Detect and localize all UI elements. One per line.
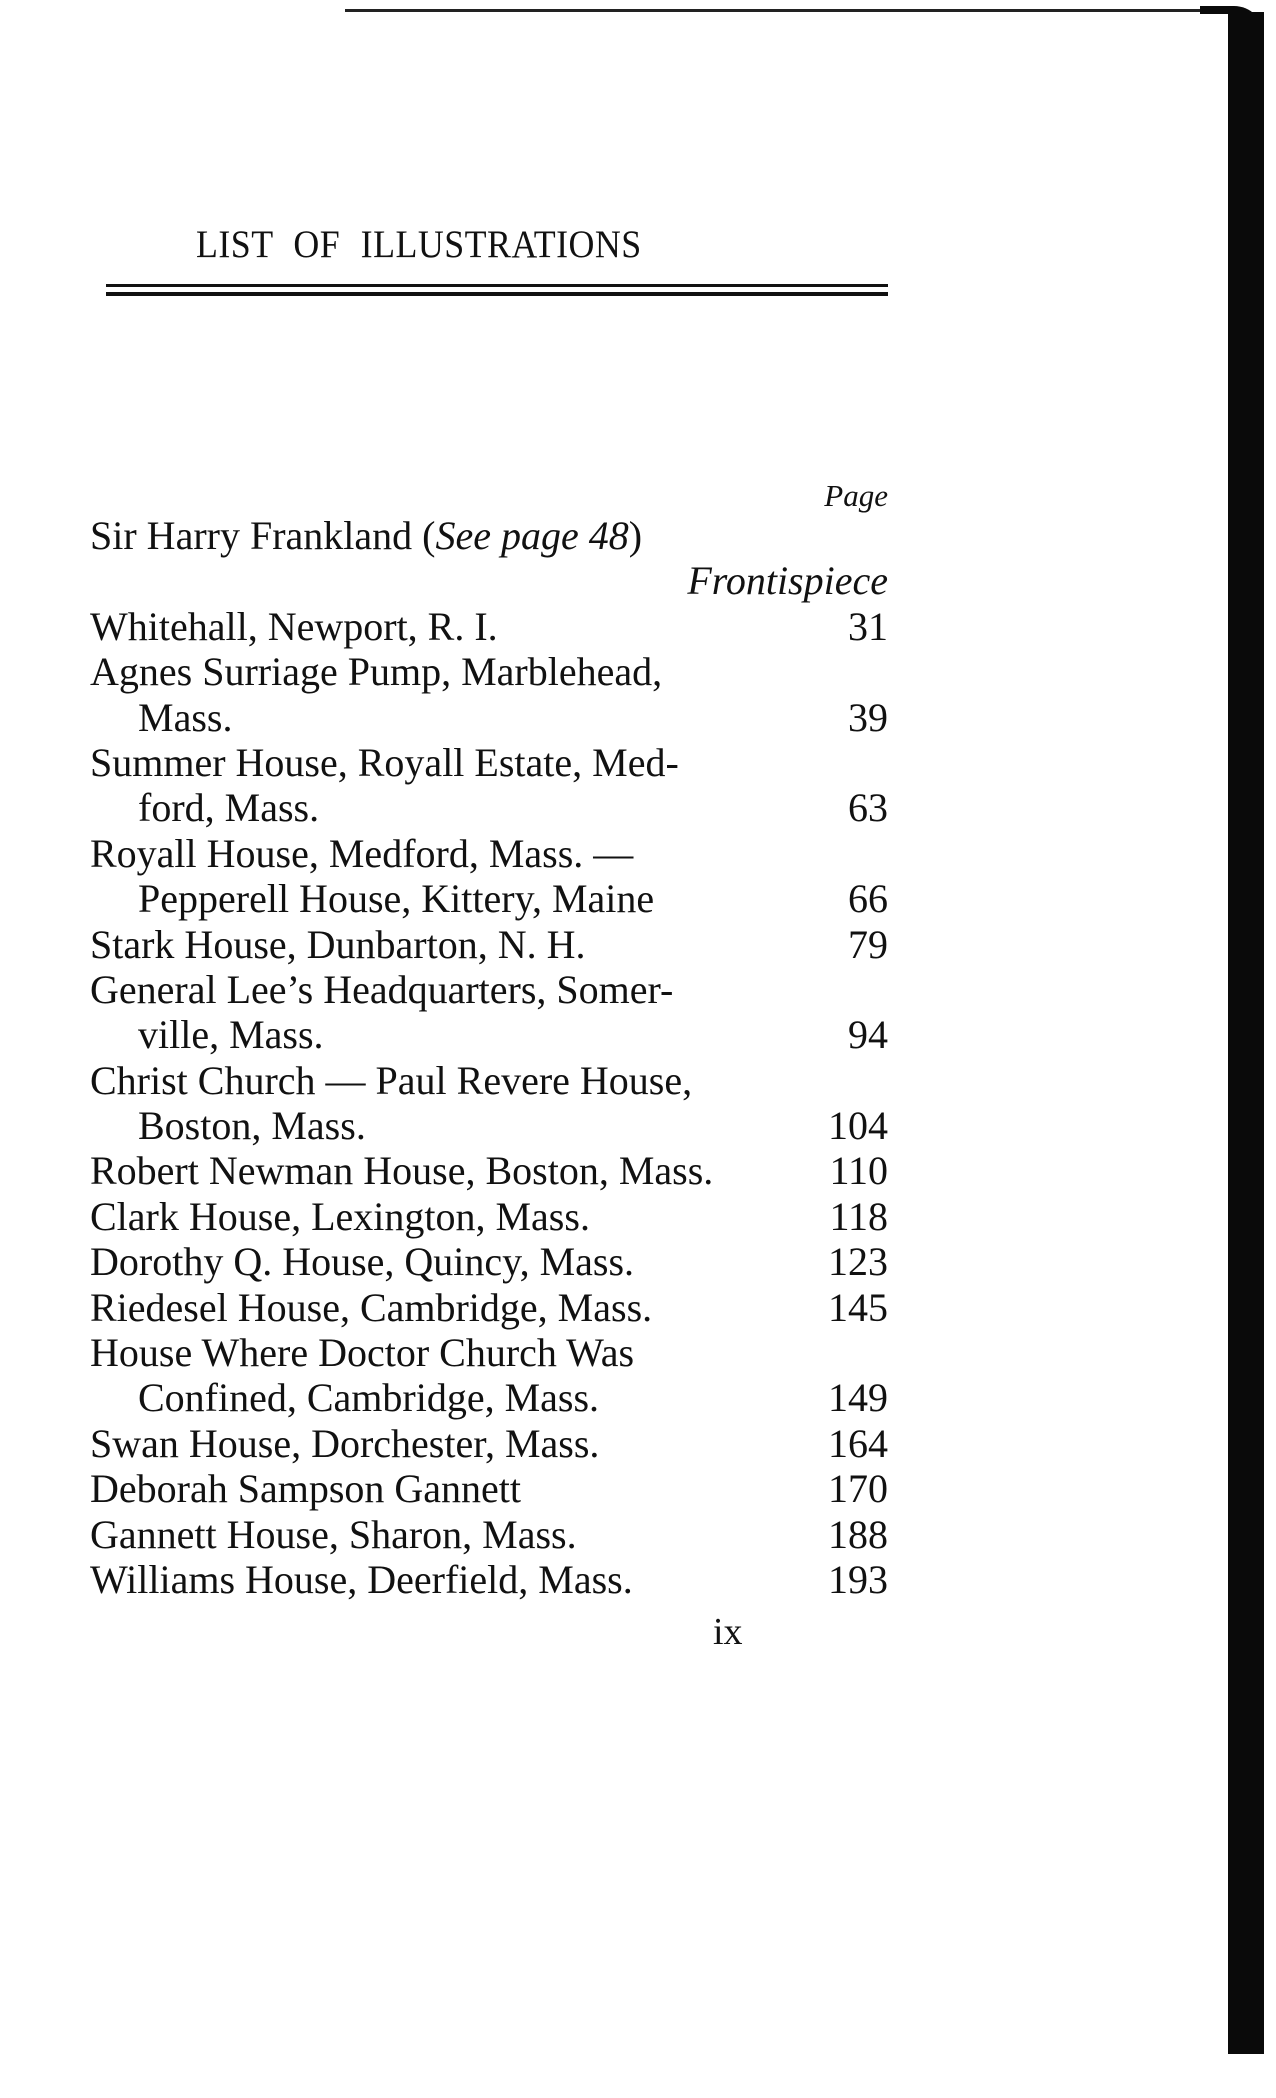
entry-line: Whitehall, Newport, R. I. 31 bbox=[90, 604, 888, 649]
entry-page: 164 bbox=[828, 1420, 888, 1466]
entry-line: Sir Harry Frankland (See page 48) bbox=[90, 513, 888, 558]
entry-line: Boston, Mass. 104 bbox=[90, 1103, 888, 1148]
entry-page: 145 bbox=[828, 1284, 888, 1330]
entry-title: Royall House, Medford, Mass. — bbox=[90, 830, 634, 876]
list-item: Robert Newman House, Boston, Mass. 110 bbox=[90, 1148, 888, 1193]
entry-line: ford, Mass. 63 bbox=[90, 785, 888, 830]
entry-line: Stark House, Dunbarton, N. H. 79 bbox=[90, 922, 888, 967]
page-number: ix bbox=[713, 1611, 743, 1653]
entry-note-open: ( bbox=[412, 513, 436, 558]
entry-title: Swan House, Dorchester, Mass. bbox=[90, 1420, 600, 1466]
entry-page: 31 bbox=[848, 603, 888, 649]
entry-page: 170 bbox=[828, 1466, 888, 1512]
entry-line: ville, Mass. 94 bbox=[90, 1012, 888, 1057]
entry-line: Summer House, Royall Estate, Med- bbox=[90, 740, 888, 785]
entry-title: Gannett House, Sharon, Mass. bbox=[90, 1511, 577, 1557]
entry-line: Riedesel House, Cambridge, Mass. 145 bbox=[90, 1285, 888, 1330]
entry-title: Deborah Sampson Gannett bbox=[90, 1466, 522, 1512]
entry-title: Riedesel House, Cambridge, Mass. bbox=[90, 1284, 653, 1330]
entry-page: 118 bbox=[829, 1193, 888, 1239]
page-title: LIST OF ILLUSTRATIONS bbox=[196, 223, 642, 266]
entry-line: Gannett House, Sharon, Mass. 188 bbox=[90, 1512, 888, 1557]
entry-line: Agnes Surriage Pump, Marblehead, bbox=[90, 649, 888, 694]
entry-title: Pepperell House, Kittery, Maine bbox=[138, 876, 655, 922]
entry-title: Confined, Cambridge, Mass. bbox=[138, 1375, 600, 1421]
list-item: Swan House, Dorchester, Mass. 164 bbox=[90, 1421, 888, 1466]
entry-title: Robert Newman House, Boston, Mass. bbox=[90, 1148, 714, 1194]
list-item: Whitehall, Newport, R. I. 31 bbox=[90, 604, 888, 649]
list-item: Summer House, Royall Estate, Med-ford, M… bbox=[90, 740, 888, 831]
entry-title: Sir Harry Frankland (See page 48) bbox=[90, 513, 642, 558]
entry-page: 39 bbox=[848, 694, 888, 740]
entry-page: 79 bbox=[848, 921, 888, 967]
entry-title: Whitehall, Newport, R. I. bbox=[90, 603, 498, 649]
list-item: Stark House, Dunbarton, N. H. 79 bbox=[90, 922, 888, 967]
entry-page: 149 bbox=[828, 1375, 888, 1421]
entry-page: Frontispiece bbox=[687, 558, 888, 604]
entry-line: Dorothy Q. House, Quincy, Mass. 123 bbox=[90, 1239, 888, 1284]
entry-title: ford, Mass. bbox=[138, 785, 320, 831]
entry-title: Mass. bbox=[138, 694, 233, 740]
entry-page: 104 bbox=[828, 1103, 888, 1149]
list-item: Sir Harry Frankland (See page 48) Frontis… bbox=[90, 513, 888, 604]
list-item: Dorothy Q. House, Quincy, Mass. 123 bbox=[90, 1239, 888, 1284]
entry-title: Williams House, Deerfield, Mass. bbox=[90, 1556, 633, 1602]
list-item: Royall House, Medford, Mass. — Pepperell … bbox=[90, 831, 888, 922]
illustrations-list: Sir Harry Frankland (See page 48) Frontis… bbox=[90, 513, 888, 1602]
entry-page: 123 bbox=[828, 1239, 888, 1285]
entry-title-text: Sir Harry Frankland bbox=[90, 513, 413, 558]
entry-line: General Lee’s Headquarters, Somer- bbox=[90, 967, 888, 1012]
entry-page: 188 bbox=[828, 1511, 888, 1557]
entry-title: ville, Mass. bbox=[138, 1012, 324, 1058]
entry-page: 110 bbox=[829, 1148, 888, 1194]
page-column-heading: Page bbox=[824, 478, 888, 513]
entry-line: Royall House, Medford, Mass. — bbox=[90, 831, 888, 876]
title-rule-bottom bbox=[106, 292, 888, 296]
entry-line: Robert Newman House, Boston, Mass. 110 bbox=[90, 1148, 888, 1193]
entry-line: Frontispiece bbox=[90, 558, 888, 603]
entry-page: 66 bbox=[848, 876, 888, 922]
entry-note: See page 48 bbox=[435, 513, 629, 558]
entry-line: Confined, Cambridge, Mass. 149 bbox=[90, 1375, 888, 1420]
entry-line: Clark House, Lexington, Mass. 118 bbox=[90, 1194, 888, 1239]
list-item: Williams House, Deerfield, Mass. 193 bbox=[90, 1557, 888, 1602]
list-item: House Where Doctor Church Was Confined, C… bbox=[90, 1330, 888, 1421]
list-item: Riedesel House, Cambridge, Mass. 145 bbox=[90, 1285, 888, 1330]
entry-title: House Where Doctor Church Was bbox=[90, 1330, 635, 1376]
entry-note-close: ) bbox=[628, 513, 643, 558]
title-rule-top bbox=[106, 284, 888, 287]
list-item: Deborah Sampson Gannett 170 bbox=[90, 1466, 888, 1511]
entry-line: Swan House, Dorchester, Mass. 164 bbox=[90, 1421, 888, 1466]
entry-title: Clark House, Lexington, Mass. bbox=[90, 1193, 590, 1239]
entry-title: Boston, Mass. bbox=[138, 1103, 366, 1149]
entry-title: Summer House, Royall Estate, Med- bbox=[90, 739, 679, 785]
entry-page: 63 bbox=[848, 785, 888, 831]
entry-line: Mass. 39 bbox=[90, 695, 888, 740]
entry-title: Agnes Surriage Pump, Marblehead, bbox=[90, 649, 663, 695]
entry-title: Dorothy Q. House, Quincy, Mass. bbox=[90, 1239, 635, 1285]
entry-line: Christ Church — Paul Revere House, bbox=[90, 1058, 888, 1103]
list-item: General Lee’s Headquarters, Somer-ville,… bbox=[90, 967, 888, 1058]
list-item: Agnes Surriage Pump, Marblehead, Mass. 39 bbox=[90, 649, 888, 740]
entry-title: Stark House, Dunbarton, N. H. bbox=[90, 921, 586, 967]
list-item: Gannett House, Sharon, Mass. 188 bbox=[90, 1512, 888, 1557]
entry-line: Williams House, Deerfield, Mass. 193 bbox=[90, 1557, 888, 1602]
entry-page: 193 bbox=[828, 1556, 888, 1602]
entry-page: 94 bbox=[848, 1012, 888, 1058]
list-item: Clark House, Lexington, Mass. 118 bbox=[90, 1194, 888, 1239]
list-item: Christ Church — Paul Revere House, Boston… bbox=[90, 1058, 888, 1149]
entry-line: House Where Doctor Church Was bbox=[90, 1330, 888, 1375]
page-top-edge bbox=[345, 9, 1235, 12]
page-right-edge bbox=[1228, 12, 1264, 2054]
entry-title: Christ Church — Paul Revere House, bbox=[90, 1057, 693, 1103]
entry-line: Pepperell House, Kittery, Maine 66 bbox=[90, 876, 888, 921]
entry-title: General Lee’s Headquarters, Somer- bbox=[90, 966, 674, 1012]
entry-line: Deborah Sampson Gannett 170 bbox=[90, 1466, 888, 1511]
